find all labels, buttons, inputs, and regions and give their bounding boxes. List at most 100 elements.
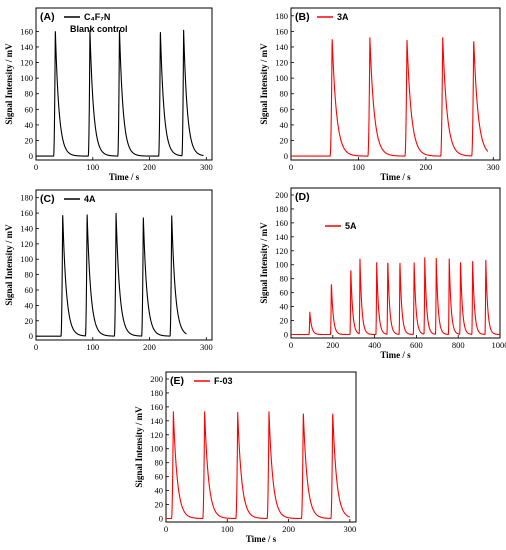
y-tick-label: 40 [25, 120, 34, 130]
y-tick-label: 180 [20, 193, 33, 203]
x-axis-title: Time / s [246, 534, 277, 544]
y-tick-label: 40 [280, 302, 289, 312]
y-tick-label: 0 [284, 330, 288, 340]
panel-label: (C) [40, 193, 55, 205]
panel-e: 0 20 40 60 80 100 120 140 160 180 200 0 100 200 300 Tim… [134, 371, 357, 544]
y-axis-title: Signal Intensity / mV [4, 43, 14, 125]
x-axis-title: Time / s [380, 350, 411, 360]
panel-label: (B) [295, 11, 310, 23]
y-tick-label: 60 [25, 285, 34, 295]
x-tick-label: 200 [282, 524, 295, 534]
y-tick-label: 140 [20, 42, 33, 52]
y-tick-label: 40 [280, 120, 289, 130]
plot-frame [35, 189, 213, 341]
x-tick-label: 200 [143, 162, 156, 172]
y-tick-label: 80 [25, 89, 34, 99]
x-tick-label: 200 [326, 340, 339, 350]
series-line [36, 29, 204, 157]
plot-frame [290, 7, 501, 161]
x-tick-label: 400 [368, 340, 381, 350]
x-tick-label: 300 [200, 162, 213, 172]
x-tick-label: 800 [452, 340, 465, 350]
y-tick-label: 60 [280, 288, 289, 298]
series-line [291, 257, 500, 336]
y-tick-label: 0 [29, 331, 33, 341]
x-tick-label: 0 [34, 162, 38, 172]
y-tick-label: 20 [25, 316, 34, 326]
panel-label: (D) [295, 191, 310, 203]
series-line [166, 411, 351, 520]
y-tick-label: 80 [280, 274, 289, 284]
legend-label: 3A [337, 12, 349, 22]
y-tick-label: 100 [275, 73, 288, 83]
panel-c: 0 20 40 60 80 100 120 140 160 180 0 100 200 300 Signal… [4, 189, 213, 352]
y-tick-label: 180 [150, 388, 163, 398]
y-tick-label: 140 [20, 223, 33, 233]
legend-label: 4A [84, 194, 96, 204]
panel-a: 0 20 40 60 80 100 120 140 160 0 100 200 300 Time / s S… [4, 7, 213, 182]
y-tick-label: 100 [150, 444, 163, 454]
y-tick-label: 160 [20, 208, 33, 218]
y-tick-label: 0 [29, 151, 33, 161]
y-tick-label: 100 [275, 260, 288, 270]
y-tick-label: 120 [20, 239, 33, 249]
x-tick-label: 0 [164, 524, 168, 534]
y-tick-label: 160 [275, 26, 288, 36]
legend-label: C₄F₇N [84, 12, 110, 22]
y-axis-title: Signal Intensity / mV [259, 222, 269, 304]
y-tick-label: 40 [155, 486, 164, 496]
y-tick-label: 120 [150, 430, 163, 440]
y-tick-label: 140 [150, 416, 163, 426]
y-axis-title: Signal Intensity / mV [134, 406, 144, 488]
y-tick-label: 160 [275, 218, 288, 228]
x-tick-label: 0 [289, 162, 293, 172]
x-axis-title: Time / s [380, 172, 411, 182]
y-axis-title: Signal Intensity / mV [259, 43, 269, 125]
legend-label: 5A [345, 221, 357, 231]
y-tick-label: 60 [280, 104, 289, 114]
plot-frame [165, 371, 357, 523]
x-tick-label: 300 [343, 524, 356, 534]
y-tick-label: 200 [275, 190, 288, 200]
x-tick-label: 100 [352, 162, 365, 172]
y-tick-label: 40 [25, 300, 34, 310]
y-tick-label: 60 [25, 104, 34, 114]
x-tick-label: 1000 [492, 340, 506, 350]
y-tick-label: 120 [275, 58, 288, 68]
x-tick-label: 200 [419, 162, 432, 172]
x-tick-label: 300 [200, 342, 213, 352]
y-tick-label: 160 [20, 26, 33, 36]
y-tick-label: 20 [155, 500, 164, 510]
x-axis-title: Time / s [109, 172, 140, 182]
y-tick-label: 20 [25, 136, 34, 146]
y-tick-label: 20 [280, 136, 289, 146]
y-tick-label: 120 [275, 246, 288, 256]
y-tick-label: 80 [155, 458, 164, 468]
y-tick-label: 160 [150, 402, 163, 412]
y-tick-label: 120 [20, 58, 33, 68]
legend-label: F-03 [214, 376, 233, 386]
series-line [291, 37, 489, 157]
y-tick-label: 180 [275, 204, 288, 214]
panel-label: (A) [40, 11, 55, 23]
y-axis-title: Signal Intensity / mV [4, 224, 14, 306]
panel-b: 0 20 40 60 80 100 120 140 160 180 0 100 200 300 Time /… [259, 7, 501, 182]
x-tick-label: 300 [487, 162, 500, 172]
x-tick-label: 100 [86, 342, 99, 352]
x-tick-label: 100 [221, 524, 234, 534]
plot-frame [35, 7, 213, 161]
y-tick-label: 0 [284, 151, 288, 161]
y-tick-label: 100 [20, 73, 33, 83]
y-tick-label: 80 [280, 89, 289, 99]
panel-label: (E) [170, 375, 184, 387]
x-tick-label: 200 [143, 342, 156, 352]
y-tick-label: 100 [20, 254, 33, 264]
y-tick-label: 60 [155, 472, 164, 482]
legend-note: Blank control [70, 24, 128, 34]
x-tick-label: 100 [86, 162, 99, 172]
x-tick-label: 0 [34, 342, 38, 352]
plot-frame [290, 187, 501, 339]
x-tick-label: 0 [289, 340, 293, 350]
y-tick-label: 140 [275, 42, 288, 52]
